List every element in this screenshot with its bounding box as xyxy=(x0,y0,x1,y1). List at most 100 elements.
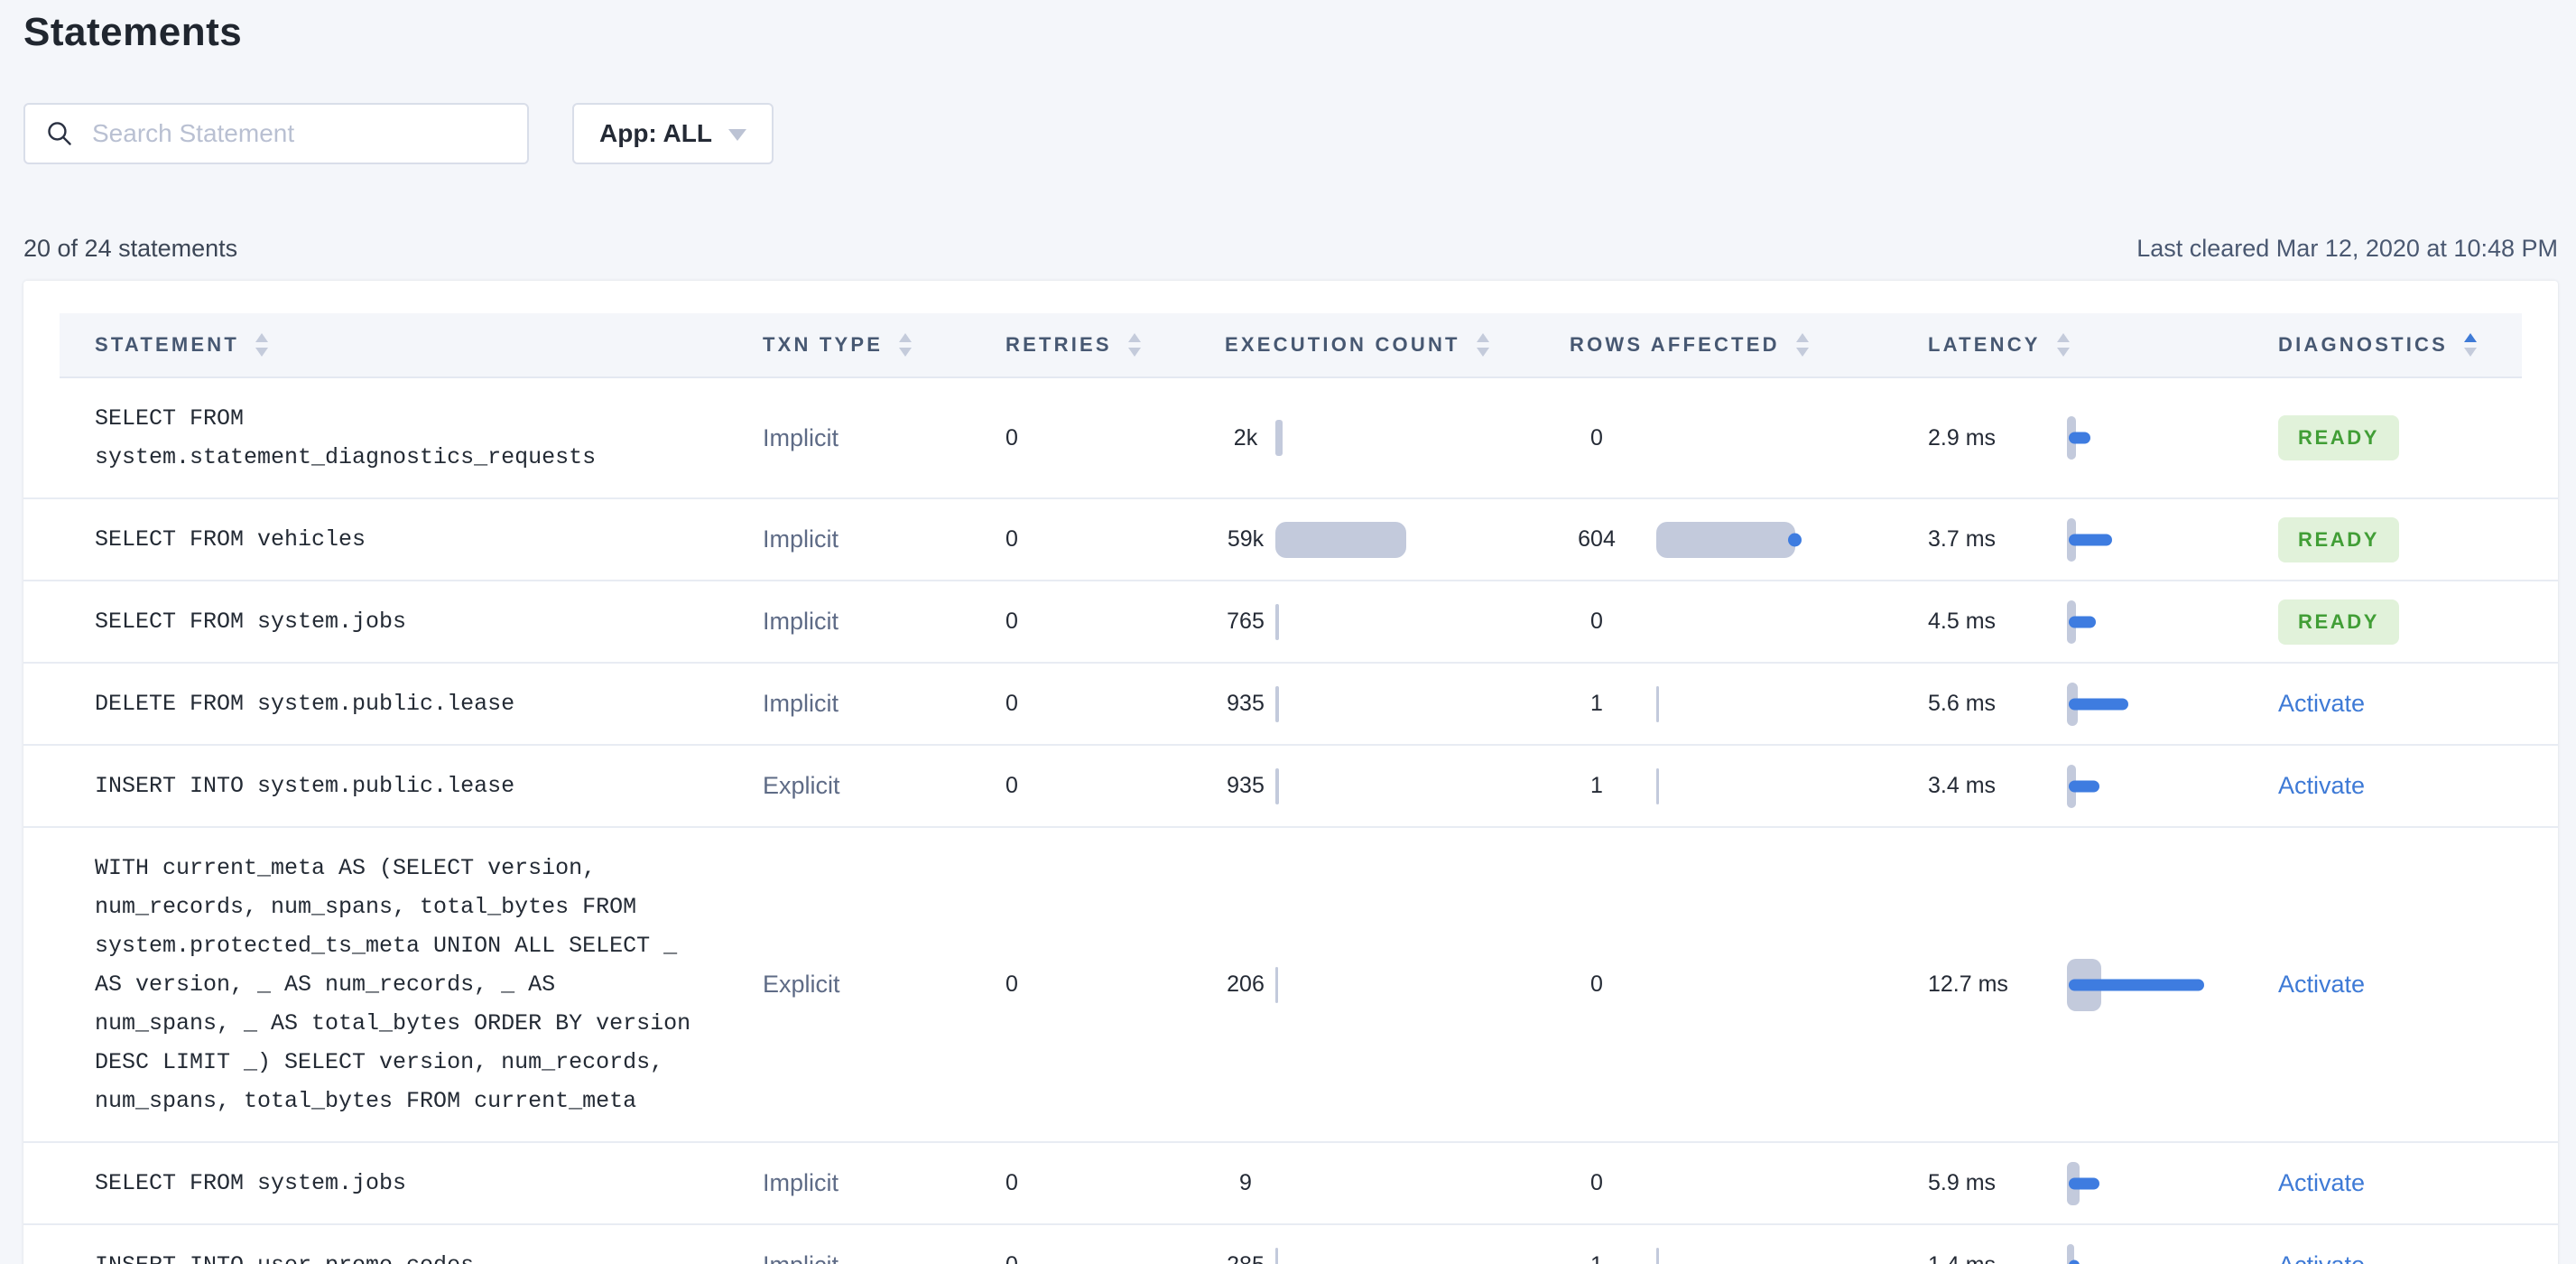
diagnostics-cell: Activate xyxy=(2238,1169,2522,1197)
statement-text[interactable]: SELECT FROM system.jobs xyxy=(95,609,407,635)
statement-text[interactable]: INSERT INTO system.public.lease xyxy=(95,773,515,799)
sort-arrows-icon[interactable] xyxy=(255,333,268,357)
ready-badge[interactable]: READY xyxy=(2278,516,2400,562)
retries-cell: 0 xyxy=(1005,971,1018,997)
sort-desc-icon[interactable] xyxy=(2464,348,2477,357)
column-header-rows-affected[interactable]: ROWS AFFECTED xyxy=(1548,333,1895,357)
rows-affected-cell: 1 xyxy=(1548,761,1895,812)
sort-desc-icon[interactable] xyxy=(2056,348,2070,357)
statement-cell[interactable]: DELETE FROM system.public.lease xyxy=(60,664,745,744)
summary-row: 20 of 24 statements Last cleared Mar 12,… xyxy=(23,235,2558,263)
latency-bar-chart xyxy=(2067,411,2220,465)
search-box[interactable] xyxy=(23,103,529,164)
retries-cell: 0 xyxy=(1005,424,1018,451)
table-header-row: STATEMENT TXN TYPE RETRIES EXECUTION COU… xyxy=(60,313,2522,378)
sort-asc-icon[interactable] xyxy=(2464,333,2477,342)
latency-bar-chart xyxy=(2067,677,2220,731)
rows-affected-cell: 0 xyxy=(1590,1170,1603,1195)
app-filter-dropdown[interactable]: App: ALL xyxy=(572,103,774,164)
statement-text[interactable]: INSERT INTO user_promo_codes xyxy=(95,1225,745,1264)
sort-arrows-icon[interactable] xyxy=(2056,333,2070,357)
sort-asc-icon[interactable] xyxy=(1127,333,1141,342)
sort-arrows-icon[interactable] xyxy=(1795,333,1809,357)
sort-asc-icon[interactable] xyxy=(1476,333,1489,342)
table-row: INSERT INTO system.public.lease Explicit… xyxy=(23,746,2558,828)
execution-count-bar xyxy=(1275,420,1283,456)
column-header-txn-type[interactable]: TXN TYPE xyxy=(745,333,984,357)
sort-asc-icon[interactable] xyxy=(255,333,268,342)
execution-count-bar xyxy=(1275,521,1406,558)
table-row: WITH current_meta AS (SELECT version, nu… xyxy=(23,828,2558,1143)
sort-asc-icon[interactable] xyxy=(899,333,913,342)
execution-count-cell: 285 xyxy=(1205,1247,1548,1264)
sort-arrows-icon[interactable] xyxy=(1476,333,1489,357)
sort-desc-icon[interactable] xyxy=(1476,348,1489,357)
execution-count-cell: 59k xyxy=(1205,521,1548,558)
sort-desc-icon[interactable] xyxy=(255,348,268,357)
diagnostics-cell: Activate xyxy=(2238,772,2522,800)
rows-affected-cell: 0 xyxy=(1590,971,1603,997)
column-header-latency[interactable]: LATENCY xyxy=(1895,333,2238,357)
rows-affected-bar-chart xyxy=(1656,515,1802,565)
execution-count-bar xyxy=(1275,767,1279,804)
statement-cell[interactable]: SELECT FROM vehicles xyxy=(60,499,745,580)
activate-link[interactable]: Activate xyxy=(2278,1169,2366,1196)
execution-count-bar xyxy=(1275,966,1278,1003)
column-header-diagnostics[interactable]: DIAGNOSTICS xyxy=(2238,333,2522,357)
retries-cell: 0 xyxy=(1005,691,1018,716)
statement-cell[interactable]: INSERT INTO user_promo_codes xyxy=(60,1225,745,1264)
statement-cell[interactable]: INSERT INTO system.public.lease xyxy=(60,746,745,826)
chevron-down-icon xyxy=(727,129,746,141)
search-input[interactable] xyxy=(92,107,507,161)
last-cleared-text: Last cleared Mar 12, 2020 at 10:48 PM xyxy=(2136,235,2558,262)
diagnostics-cell: Activate xyxy=(2238,690,2522,718)
statement-cell[interactable]: SELECT FROM system.jobs xyxy=(60,581,745,662)
activate-link[interactable]: Activate xyxy=(2278,772,2366,799)
statement-text[interactable]: DELETE FROM system.public.lease xyxy=(95,691,515,717)
statement-text[interactable]: SELECT FROM system.statement_diagnostics… xyxy=(95,405,597,470)
table-row: DELETE FROM system.public.lease Implicit… xyxy=(23,664,2558,746)
column-header-retries[interactable]: RETRIES xyxy=(984,333,1205,357)
statement-cell[interactable]: SELECT FROM system.statement_diagnostics… xyxy=(60,378,745,497)
search-icon xyxy=(48,122,71,145)
statement-text[interactable]: SELECT FROM system.jobs xyxy=(95,1170,407,1196)
sort-desc-icon[interactable] xyxy=(1795,348,1809,357)
sort-arrows-icon[interactable] xyxy=(899,333,913,357)
latency-bar-chart xyxy=(2067,759,2220,813)
sort-desc-icon[interactable] xyxy=(1127,348,1141,357)
diagnostics-cell: READY xyxy=(2238,415,2522,460)
sort-asc-icon[interactable] xyxy=(1795,333,1809,342)
activate-link[interactable]: Activate xyxy=(2278,971,2366,998)
rows-affected-bar xyxy=(1656,767,1659,804)
latency-cell: 1.4 ms xyxy=(1895,1239,2238,1264)
sort-arrows-icon[interactable] xyxy=(1127,333,1141,357)
sort-asc-icon[interactable] xyxy=(2056,333,2070,342)
rows-affected-bar xyxy=(1656,685,1659,722)
latency-bar-chart xyxy=(2067,513,2220,567)
ready-badge[interactable]: READY xyxy=(2278,415,2400,460)
statement-text[interactable]: WITH current_meta AS (SELECT version, nu… xyxy=(95,855,691,1114)
retries-cell: 0 xyxy=(1005,526,1018,552)
page-title: Statements xyxy=(23,10,243,54)
statement-cell[interactable]: SELECT FROM system.jobs xyxy=(60,1143,745,1223)
latency-cell: 4.5 ms xyxy=(1895,595,2238,649)
txn-type-cell: Implicit xyxy=(763,1169,839,1196)
column-header-statement[interactable]: STATEMENT xyxy=(60,333,745,357)
activate-link[interactable]: Activate xyxy=(2278,1251,2365,1264)
latency-bar-chart xyxy=(2067,1157,2220,1211)
ready-badge[interactable]: READY xyxy=(2278,599,2400,645)
txn-type-cell: Explicit xyxy=(763,971,840,998)
activate-link[interactable]: Activate xyxy=(2278,690,2366,717)
statement-text[interactable]: SELECT FROM vehicles xyxy=(95,526,366,553)
table-body: SELECT FROM system.statement_diagnostics… xyxy=(23,378,2558,1264)
sort-arrows-icon[interactable] xyxy=(2464,333,2477,357)
latency-cell: 3.4 ms xyxy=(1895,759,2238,813)
rows-affected-cell: 0 xyxy=(1590,424,1603,451)
column-header-execution-count[interactable]: EXECUTION COUNT xyxy=(1205,333,1548,357)
statement-cell[interactable]: WITH current_meta AS (SELECT version, nu… xyxy=(60,828,745,1141)
retries-cell: 0 xyxy=(1005,609,1018,634)
sort-desc-icon[interactable] xyxy=(899,348,913,357)
statements-count: 20 of 24 statements xyxy=(23,235,238,262)
diagnostics-cell: Activate xyxy=(2238,971,2522,999)
execution-count-cell: 935 xyxy=(1205,767,1548,804)
